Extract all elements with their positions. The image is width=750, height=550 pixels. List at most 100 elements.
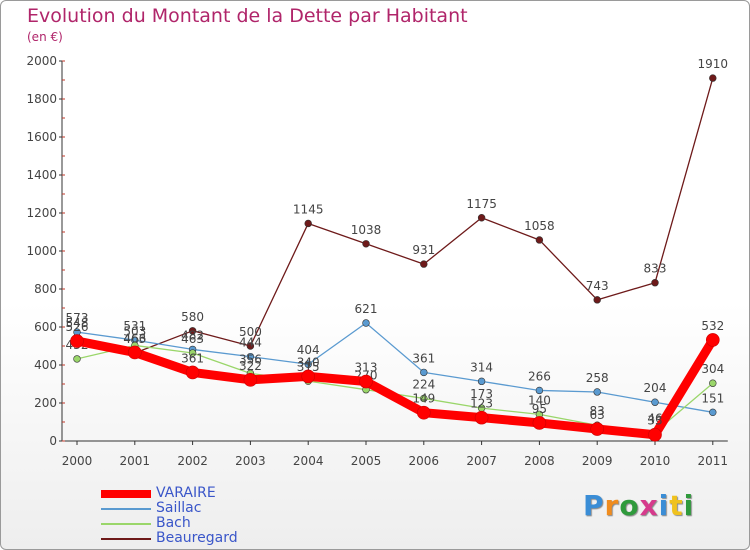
x-tick-label: 2006 [409,454,440,468]
data-label: 33 [647,414,662,428]
data-point [709,74,717,82]
data-label: 173 [470,387,493,401]
chart-title: Evolution du Montant de la Dette par Hab… [27,5,468,27]
data-point [73,355,81,363]
data-label: 149 [412,392,435,406]
data-label: 444 [239,336,262,350]
data-label: 314 [470,360,493,374]
y-tick-label: 800 [34,282,57,296]
data-point [362,240,370,248]
y-tick-label: 600 [34,320,57,334]
data-point [243,373,258,387]
data-label: 833 [644,262,667,276]
x-tick-label: 2003 [235,454,266,468]
data-label: 83 [590,404,605,418]
logo-letter: i [658,489,670,522]
data-point [185,365,200,380]
data-point [709,379,717,387]
data-label: 313 [355,361,378,375]
chart-subtitle: (en €) [27,30,63,44]
data-label: 315 [297,360,320,374]
data-point [651,398,659,406]
data-label: 224 [412,377,435,391]
x-tick-label: 2009 [582,454,613,468]
data-point [188,327,197,335]
y-tick-label: 400 [34,358,57,372]
x-tick-label: 2005 [351,454,382,468]
data-point [705,333,720,347]
data-point [359,374,373,389]
data-point [593,388,601,396]
data-label: 466 [123,331,146,345]
data-point [477,214,486,222]
data-point [532,416,547,430]
data-label: 404 [297,343,320,357]
data-point [593,296,601,304]
y-tick-label: 1600 [26,130,57,144]
data-point [128,345,142,360]
data-label: 361 [412,351,435,365]
data-point [420,394,428,403]
x-tick-label: 2007 [466,454,497,468]
logo-letter: x [639,489,659,522]
y-tick-label: 1000 [26,244,57,258]
data-point [246,352,255,361]
data-label: 63 [590,408,605,422]
y-tick-label: 1800 [26,92,57,106]
data-label: 931 [412,243,435,257]
data-label: 463 [181,332,204,346]
data-point [188,349,197,357]
data-label: 340 [297,355,320,369]
x-tick-label: 2010 [640,454,671,468]
data-label: 266 [528,369,551,383]
data-label: 322 [239,359,262,373]
data-point [304,360,312,368]
data-label: 621 [355,302,378,316]
data-point [70,334,84,348]
data-label: 532 [701,319,724,333]
data-label: 1910 [698,57,729,71]
data-label: 743 [586,279,609,293]
data-label: 1145 [293,202,324,216]
data-point [535,236,544,244]
data-point [304,219,312,228]
y-tick-label: 2000 [26,54,57,68]
series-line [76,77,714,354]
series-line [76,344,714,433]
data-label: 503 [123,324,146,338]
data-point [301,369,316,384]
data-point [420,260,428,268]
data-point [477,377,486,386]
data-point [648,427,662,442]
x-tick-label: 2011 [698,454,729,468]
legend-label: Saillac [156,500,202,516]
data-label: 356 [239,352,262,366]
data-label: 361 [181,351,204,365]
data-label: 526 [66,320,89,334]
data-point [420,368,428,377]
data-label: 548 [66,316,89,330]
data-point [709,408,717,417]
data-label: 482 [181,328,204,342]
data-point [474,410,489,425]
legend-swatch [101,538,151,540]
series-line [76,322,714,413]
x-tick-label: 2002 [177,454,208,468]
logo-letter: i [683,489,695,522]
y-tick-label: 200 [34,396,57,410]
data-label: 151 [701,391,724,405]
logo-letter: r [604,489,620,522]
data-label: 123 [470,397,493,411]
legend-swatch [101,508,151,510]
legend-swatch [101,523,151,525]
data-label: 1058 [524,219,555,233]
data-point [651,279,659,287]
proxiti-logo: Proxiti [583,489,694,522]
data-point [246,342,255,350]
data-label: 258 [586,371,609,385]
x-tick-label: 2001 [120,454,151,468]
y-tick-label: 0 [49,434,57,448]
data-point [362,319,370,327]
